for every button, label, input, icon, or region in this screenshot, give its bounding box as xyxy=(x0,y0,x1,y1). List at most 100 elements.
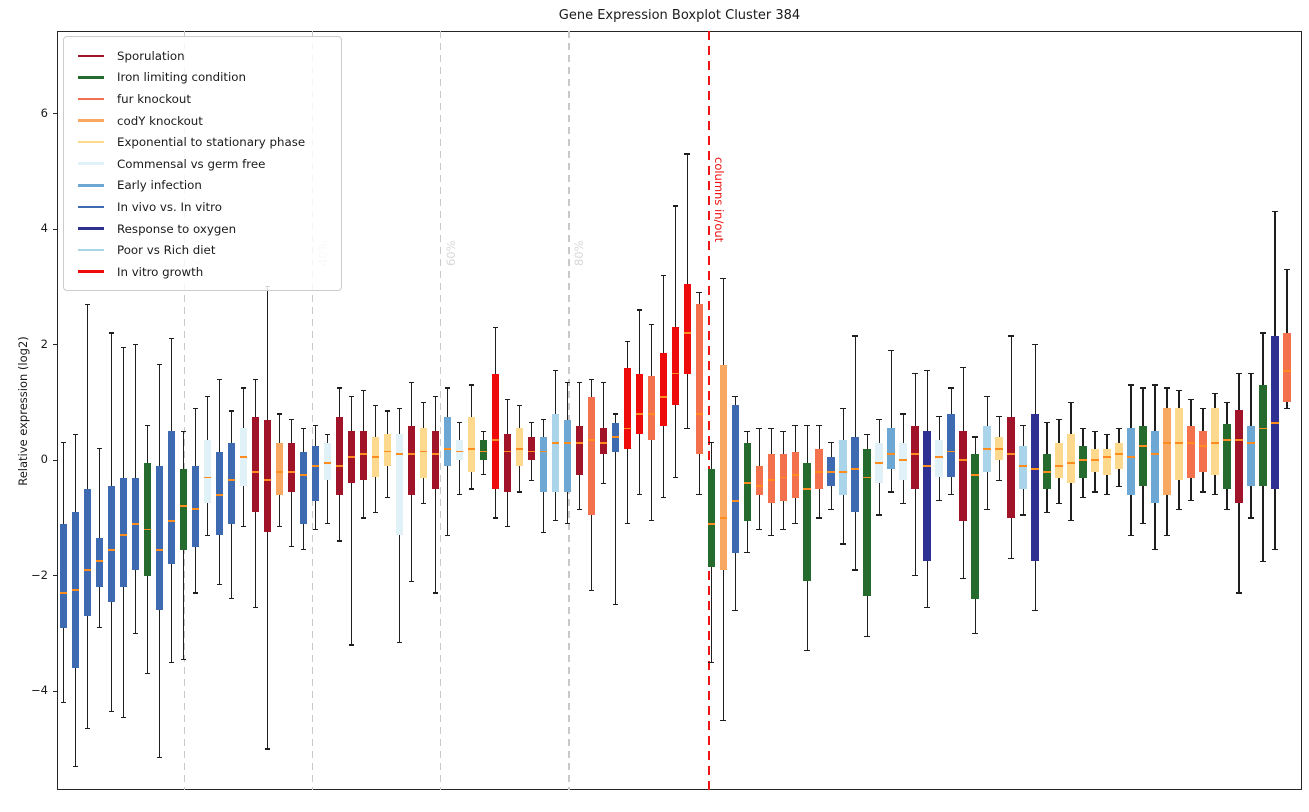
boxplot-cap-top xyxy=(1080,427,1086,429)
boxplot-median xyxy=(1175,441,1183,444)
boxplot-cap-top xyxy=(1140,387,1146,389)
boxplot-median xyxy=(983,447,991,450)
boxplot-median xyxy=(743,482,751,485)
boxplot-box-sporulation xyxy=(335,416,344,495)
legend-item: Sporulation xyxy=(74,45,331,67)
boxplot-cap-bottom xyxy=(420,502,427,505)
boxplot-median xyxy=(551,441,559,444)
boxplot-whisker xyxy=(434,396,436,594)
y-tick-mark xyxy=(53,575,57,577)
boxplot-cap-bottom xyxy=(1008,557,1014,559)
boxplot-cap-bottom xyxy=(576,508,583,510)
boxplot-cap-bottom xyxy=(900,502,906,505)
boxplot-whisker xyxy=(890,350,892,492)
boxplot-cap-bottom xyxy=(1212,494,1218,496)
boxplot-cap-top xyxy=(1272,211,1278,213)
legend-item: In vitro growth xyxy=(74,261,331,283)
boxplot-box-in-vivo-vs-in-vitro xyxy=(95,538,104,588)
boxplot-box-in-vivo-vs-in-vitro xyxy=(731,405,739,553)
boxplot-median xyxy=(1283,369,1291,372)
y-tick-mark xyxy=(53,113,57,115)
boxplot-box-iron-limiting-condition xyxy=(1259,385,1267,487)
boxplot-box-iron-limiting-condition xyxy=(1079,445,1087,478)
boxplot-cap-top xyxy=(756,427,762,429)
boxplot-cap-top xyxy=(324,433,331,435)
boxplot-median xyxy=(995,447,1003,450)
boxplot-cap-bottom xyxy=(792,523,798,525)
boxplot-cap-bottom xyxy=(636,494,642,496)
boxplot-cap-bottom xyxy=(468,488,475,490)
boxplot-cap-bottom xyxy=(1068,520,1074,522)
boxplot-cap-bottom xyxy=(972,632,978,635)
boxplot-median xyxy=(959,459,967,462)
boxplot-median xyxy=(611,436,619,438)
boxplot-box-fur-knockout xyxy=(1283,333,1291,403)
marker-label-60%: 60% xyxy=(443,240,458,266)
boxplot-median xyxy=(1115,453,1123,456)
boxplot-cap-bottom xyxy=(84,728,91,730)
boxplot-median xyxy=(1055,465,1063,467)
boxplot-box-fur-knockout xyxy=(695,304,703,455)
boxplot-median xyxy=(1043,470,1051,473)
boxplot-median xyxy=(623,427,631,430)
boxplot-cap-bottom xyxy=(756,528,762,531)
boxplot-box-sporulation xyxy=(1235,409,1243,504)
boxplot-box-early-infection xyxy=(1127,428,1135,495)
boxplot-box-in-vivo-vs-in-vitro xyxy=(155,465,164,611)
boxplot-median xyxy=(899,459,907,462)
boxplot-median xyxy=(839,470,847,473)
boxplot-box-sporulation xyxy=(359,431,368,481)
boxplot-cap-top xyxy=(552,370,559,372)
boxplot-cap-bottom xyxy=(1092,491,1098,493)
boxplot-cap-bottom xyxy=(780,528,786,531)
boxplot-cap-bottom xyxy=(1188,500,1194,502)
boxplot-cap-top xyxy=(408,381,415,383)
boxplot-cap-bottom xyxy=(120,716,127,718)
boxplot-cap-bottom xyxy=(684,427,690,429)
boxplot-cap-top xyxy=(168,338,175,340)
boxplot-median xyxy=(383,450,392,453)
marker-line-20% xyxy=(183,31,186,790)
boxplot-box-commensal-vs-germ-free xyxy=(455,439,464,461)
boxplot-box-iron-limiting-condition xyxy=(179,468,188,550)
boxplot-median xyxy=(1091,459,1099,462)
boxplot-cap-bottom xyxy=(432,592,439,594)
boxplot-cap-top xyxy=(792,424,798,427)
boxplot-box-early-infection xyxy=(887,428,895,469)
boxplot-box-in-vitro-growth xyxy=(671,327,679,406)
boxplot-box-sporulation xyxy=(503,434,511,492)
boxplot-median xyxy=(1139,444,1147,447)
boxplot-median xyxy=(491,439,499,441)
boxplot-median xyxy=(767,479,775,482)
marker-line-60% xyxy=(439,31,442,790)
boxplot-box-in-vitro-growth xyxy=(491,373,499,490)
legend-swatch xyxy=(78,248,104,252)
y-tick-mark xyxy=(53,690,57,692)
boxplot-box-exponential-to-stationary-phase xyxy=(1211,408,1219,475)
boxplot-median xyxy=(1031,467,1039,470)
boxplot-median xyxy=(971,473,979,476)
boxplot-median xyxy=(1247,441,1255,444)
boxplot-cap-top xyxy=(216,378,223,380)
boxplot-cap-top xyxy=(132,344,139,346)
boxplot-cap-top xyxy=(96,448,103,450)
boxplot-median xyxy=(299,473,308,476)
boxplot-box-exponential-to-stationary-phase xyxy=(1175,408,1183,481)
boxplot-box-sporulation xyxy=(599,428,607,455)
boxplot-cap-bottom xyxy=(1140,523,1146,525)
boxplot-box-iron-limiting-condition xyxy=(863,448,871,596)
boxplot-median xyxy=(191,508,200,511)
boxplot-cap-top xyxy=(972,436,978,438)
boxplot-cap-top xyxy=(840,407,846,409)
legend-label: In vitro growth xyxy=(117,264,204,279)
boxplot-box-in-vivo-vs-in-vitro xyxy=(83,489,92,617)
boxplot-median xyxy=(335,465,344,467)
boxplot-cap-top xyxy=(1092,430,1098,432)
boxplot-median xyxy=(347,456,356,459)
boxplot-cap-bottom xyxy=(456,494,463,496)
legend-item: Iron limiting condition xyxy=(74,67,331,89)
boxplot-box-poor-vs-rich-diet xyxy=(839,439,847,495)
boxplot-median xyxy=(239,456,248,459)
boxplot-box-fur-knockout xyxy=(1187,425,1195,478)
boxplot-cap-top xyxy=(696,292,702,294)
